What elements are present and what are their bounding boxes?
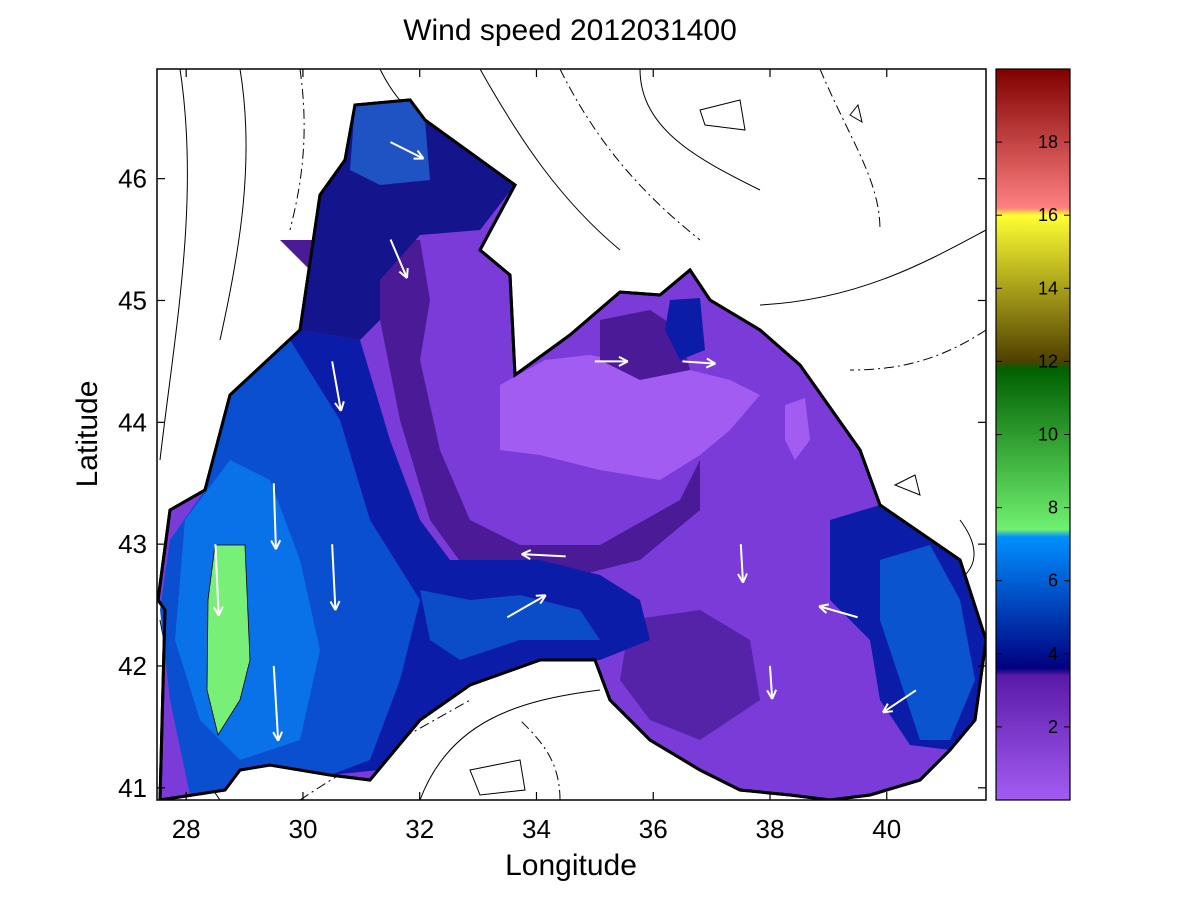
chart-title: Wind speed 2012031400 [403,14,737,47]
low-speed-region-east [785,398,810,460]
colorbar-tick-label: 2 [1048,717,1058,737]
wind-arrow [682,357,716,369]
coastline [157,98,986,800]
wind-arrow [329,544,341,611]
x-axis-label: Longitude [505,849,637,882]
colorbar-tick-label: 4 [1048,644,1058,664]
blue-region-north [350,100,430,185]
x-axis-ticks: 28 30 32 34 36 38 40 [172,69,901,844]
wind-arrow [212,544,224,617]
y-axis-ticks: 41 42 43 44 45 46 [118,164,986,803]
wind-arrow [766,665,778,700]
wind-arrow [882,689,917,714]
x-tick-label: 40 [872,814,901,844]
y-tick-label: 46 [118,164,147,194]
wind-arrow [270,483,282,550]
wind-arrow [506,594,547,619]
wind-arrow [737,544,748,584]
x-tick-label: 38 [756,814,785,844]
colorbar-tick-label: 10 [1038,425,1058,445]
wind-arrow [331,361,345,412]
x-tick-label: 28 [172,814,201,844]
colorbar-tick-label: 8 [1048,498,1058,518]
colorbar-tick-label: 16 [1038,205,1058,225]
colorbar [995,68,1071,801]
wind-arrow [389,239,409,279]
land-contours [159,69,986,800]
x-tick-label: 32 [405,814,434,844]
y-tick-label: 41 [118,773,147,803]
map-layer [157,69,986,800]
x-tick-label: 34 [522,814,551,844]
low-speed-region [500,355,760,480]
colorbar-ticks: 2 4 6 8 10 12 14 16 18 [996,132,1070,737]
navy-region-kerch [665,298,705,360]
colorbar-tick-label: 6 [1048,571,1058,591]
wind-vector-field [212,141,917,742]
mid-speed-band [280,240,700,580]
blue-region-east [880,545,975,740]
wind-arrow [818,603,858,619]
plot-frame [156,68,987,801]
wind-arrow [390,141,425,160]
x-tick-label: 36 [639,814,668,844]
colorbar-tick-label: 18 [1038,132,1058,152]
colorbar-tick-label: 14 [1038,278,1058,298]
y-axis-label: Latitude [71,381,104,488]
y-tick-label: 44 [118,407,147,437]
blue-region-center [420,590,600,660]
colorbar-tick-label: 12 [1038,351,1058,371]
mid-speed-band-south [620,610,760,740]
wind-arrow [521,549,566,560]
wind-arrow [272,665,284,742]
x-tick-label: 30 [288,814,317,844]
y-tick-label: 42 [118,651,147,681]
y-tick-label: 45 [118,285,147,315]
wind-arrow [594,355,629,367]
y-tick-label: 43 [118,529,147,559]
